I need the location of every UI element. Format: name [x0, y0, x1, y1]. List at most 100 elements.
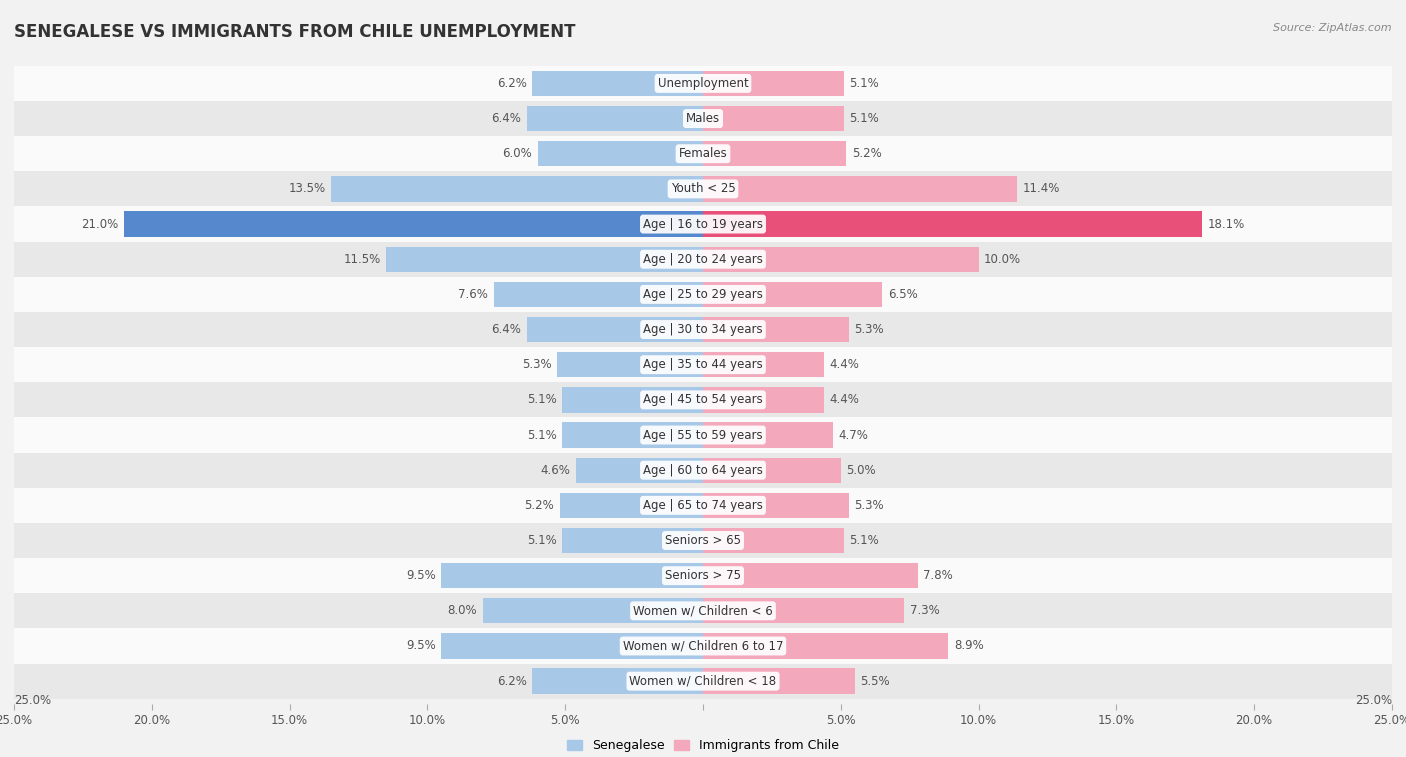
Text: 4.4%: 4.4% — [830, 358, 859, 371]
Bar — [14, 558, 1392, 593]
Text: 18.1%: 18.1% — [1208, 217, 1244, 231]
Bar — [527, 106, 703, 131]
Bar — [124, 211, 703, 237]
Text: 5.3%: 5.3% — [855, 323, 884, 336]
Text: 6.2%: 6.2% — [496, 674, 527, 687]
Text: 10.0%: 10.0% — [984, 253, 1021, 266]
Text: 25.0%: 25.0% — [1355, 694, 1392, 707]
Bar — [531, 70, 703, 96]
Text: 9.5%: 9.5% — [406, 640, 436, 653]
Text: Women w/ Children < 18: Women w/ Children < 18 — [630, 674, 776, 687]
Bar — [14, 241, 1392, 277]
Bar — [441, 634, 703, 659]
Bar — [14, 417, 1392, 453]
Bar — [527, 317, 703, 342]
Text: 5.1%: 5.1% — [849, 112, 879, 125]
Bar — [703, 211, 1202, 237]
Bar — [441, 563, 703, 588]
Text: Age | 35 to 44 years: Age | 35 to 44 years — [643, 358, 763, 371]
Text: SENEGALESE VS IMMIGRANTS FROM CHILE UNEMPLOYMENT: SENEGALESE VS IMMIGRANTS FROM CHILE UNEM… — [14, 23, 575, 41]
Text: Age | 55 to 59 years: Age | 55 to 59 years — [643, 428, 763, 441]
Bar — [14, 523, 1392, 558]
Text: Women w/ Children < 6: Women w/ Children < 6 — [633, 604, 773, 617]
Bar — [560, 493, 703, 518]
Bar — [703, 317, 849, 342]
Bar — [14, 101, 1392, 136]
Bar — [482, 598, 703, 624]
Text: 5.0%: 5.0% — [846, 464, 876, 477]
Text: Age | 20 to 24 years: Age | 20 to 24 years — [643, 253, 763, 266]
Text: Women w/ Children 6 to 17: Women w/ Children 6 to 17 — [623, 640, 783, 653]
Text: 5.3%: 5.3% — [522, 358, 551, 371]
Text: 5.2%: 5.2% — [852, 148, 882, 160]
Text: 4.4%: 4.4% — [830, 394, 859, 407]
Bar — [14, 664, 1392, 699]
Bar — [703, 176, 1017, 201]
Text: Seniors > 75: Seniors > 75 — [665, 569, 741, 582]
Bar — [562, 388, 703, 413]
Legend: Senegalese, Immigrants from Chile: Senegalese, Immigrants from Chile — [567, 740, 839, 752]
Text: 7.3%: 7.3% — [910, 604, 939, 617]
Text: 21.0%: 21.0% — [82, 217, 118, 231]
Bar — [557, 352, 703, 377]
Text: Source: ZipAtlas.com: Source: ZipAtlas.com — [1274, 23, 1392, 33]
Text: 7.6%: 7.6% — [458, 288, 488, 301]
Text: Age | 16 to 19 years: Age | 16 to 19 years — [643, 217, 763, 231]
Text: Females: Females — [679, 148, 727, 160]
Text: Age | 45 to 54 years: Age | 45 to 54 years — [643, 394, 763, 407]
Bar — [703, 106, 844, 131]
Text: 6.4%: 6.4% — [491, 323, 522, 336]
Text: Age | 65 to 74 years: Age | 65 to 74 years — [643, 499, 763, 512]
Bar — [703, 457, 841, 483]
Text: 5.5%: 5.5% — [860, 674, 890, 687]
Bar — [14, 628, 1392, 664]
Text: 4.7%: 4.7% — [838, 428, 868, 441]
Text: 8.9%: 8.9% — [953, 640, 984, 653]
Text: Age | 30 to 34 years: Age | 30 to 34 years — [643, 323, 763, 336]
Text: 6.4%: 6.4% — [491, 112, 522, 125]
Text: 5.1%: 5.1% — [849, 77, 879, 90]
Bar — [703, 352, 824, 377]
Bar — [703, 70, 844, 96]
Bar — [562, 528, 703, 553]
Text: Unemployment: Unemployment — [658, 77, 748, 90]
Bar — [14, 136, 1392, 171]
Bar — [703, 141, 846, 167]
Text: 5.1%: 5.1% — [527, 534, 557, 547]
Bar — [703, 598, 904, 624]
Bar — [703, 247, 979, 272]
Bar — [14, 488, 1392, 523]
Bar — [703, 282, 882, 307]
Bar — [14, 312, 1392, 347]
Bar — [14, 171, 1392, 207]
Bar — [14, 207, 1392, 241]
Bar — [703, 422, 832, 447]
Text: 8.0%: 8.0% — [447, 604, 477, 617]
Bar — [703, 388, 824, 413]
Text: Age | 60 to 64 years: Age | 60 to 64 years — [643, 464, 763, 477]
Bar — [14, 66, 1392, 101]
Bar — [14, 382, 1392, 417]
Text: 5.3%: 5.3% — [855, 499, 884, 512]
Text: Seniors > 65: Seniors > 65 — [665, 534, 741, 547]
Bar — [330, 176, 703, 201]
Text: 5.2%: 5.2% — [524, 499, 554, 512]
Bar — [703, 634, 948, 659]
Text: 11.4%: 11.4% — [1022, 182, 1060, 195]
Text: 6.0%: 6.0% — [502, 148, 531, 160]
Bar — [14, 593, 1392, 628]
Text: Males: Males — [686, 112, 720, 125]
Text: 13.5%: 13.5% — [288, 182, 325, 195]
Text: 7.8%: 7.8% — [924, 569, 953, 582]
Bar — [14, 453, 1392, 488]
Bar — [576, 457, 703, 483]
Bar — [562, 422, 703, 447]
Text: 6.2%: 6.2% — [496, 77, 527, 90]
Bar — [703, 563, 918, 588]
Bar — [703, 528, 844, 553]
Text: 5.1%: 5.1% — [527, 394, 557, 407]
Text: 6.5%: 6.5% — [887, 288, 917, 301]
Bar — [387, 247, 703, 272]
Bar — [14, 347, 1392, 382]
Text: 11.5%: 11.5% — [343, 253, 381, 266]
